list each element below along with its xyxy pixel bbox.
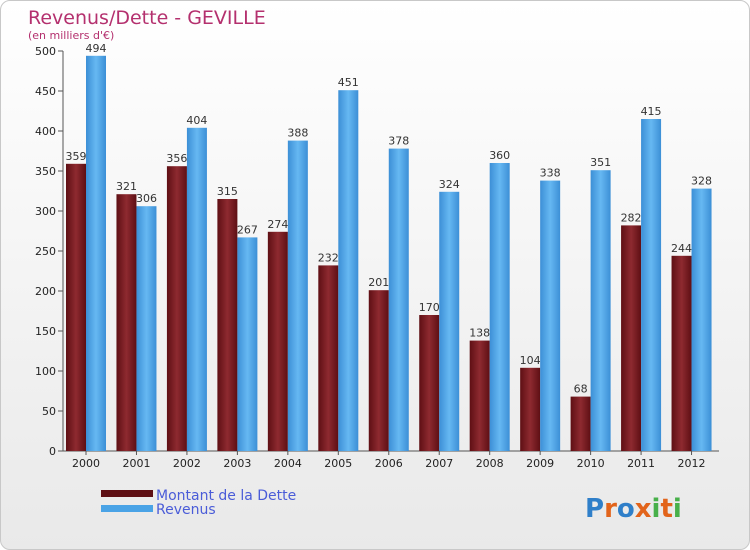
data-label-revenus-2009: 338	[540, 167, 561, 180]
bar-revenus-2011	[641, 119, 662, 451]
x-tick-label: 2000	[72, 457, 100, 470]
x-tick-label: 2007	[425, 457, 453, 470]
bar-debt-2008	[469, 340, 490, 451]
data-label-debt-2012: 244	[671, 242, 692, 255]
legend-swatch-revenus	[101, 505, 153, 512]
y-tick-label: 250	[35, 245, 56, 258]
data-label-revenus-2012: 328	[691, 175, 712, 188]
bar-debt-2007	[419, 315, 440, 451]
y-tick-label: 350	[35, 165, 56, 178]
x-axis: 2000 2001 2002 2003 2004 2005 2006 2007 2008 2009…	[63, 450, 719, 470]
bar-debt-2000	[66, 163, 86, 452]
bar-revenus-2010	[590, 170, 611, 451]
bar-revenus-2001	[136, 206, 157, 451]
legend: Montant de la Dette Revenus	[101, 488, 296, 518]
bar-revenus-2005	[338, 90, 359, 451]
x-tick-label: 2009	[526, 457, 554, 470]
chart-title: Revenus/Dette - GEVILLE	[28, 7, 266, 29]
bar-debt-2002	[166, 166, 187, 451]
x-tick-label: 2005	[324, 457, 352, 470]
bars-group	[66, 55, 712, 452]
data-label-revenus-2002: 404	[186, 114, 207, 127]
logo-letter: P	[585, 494, 604, 524]
bar-debt-2012	[671, 255, 692, 451]
bar-debt-2003	[217, 199, 238, 451]
y-tick-label: 150	[35, 325, 56, 338]
y-tick-label: 50	[42, 405, 56, 418]
logo-letter: x	[635, 494, 652, 524]
x-tick-label: 2001	[122, 457, 150, 470]
x-tick-label: 2004	[274, 457, 302, 470]
legend-label-revenus: Revenus	[156, 502, 216, 518]
x-tick-label: 2011	[627, 457, 655, 470]
bar-debt-2004	[267, 231, 288, 451]
data-label-debt-2001: 321	[116, 180, 137, 193]
bar-debt-2006	[368, 290, 389, 451]
legend-label-debt: Montant de la Dette	[156, 488, 296, 504]
bar-revenus-2009	[540, 180, 561, 451]
data-label-debt-2003: 315	[217, 185, 238, 198]
logo-letter: i	[652, 494, 661, 524]
data-label-debt-2006: 201	[368, 276, 389, 289]
bar-debt-2010	[570, 396, 591, 451]
legend-swatch-debt	[101, 490, 153, 497]
y-tick-label: 500	[35, 45, 56, 58]
bar-revenus-2002	[186, 127, 207, 452]
bar-revenus-2012	[691, 188, 712, 451]
data-label-debt-2010: 68	[574, 383, 588, 396]
data-label-revenus-2007: 324	[439, 178, 460, 191]
data-label-revenus-2000: 494	[86, 42, 107, 55]
y-tick-label: 0	[49, 445, 56, 458]
x-tick-label: 2008	[476, 457, 504, 470]
logo-letter: o	[617, 494, 635, 524]
bar-debt-2011	[621, 225, 642, 451]
data-label-debt-2007: 170	[419, 301, 440, 314]
chart-subtitle: (en milliers d'€)	[28, 29, 114, 42]
y-axis: 0 50 100 150 200 250 300 350 400 450 500	[35, 45, 64, 458]
data-label-revenus-2003: 267	[237, 223, 258, 236]
data-label-debt-2005: 232	[318, 251, 339, 264]
bar-debt-2001	[116, 194, 137, 451]
data-label-revenus-2008: 360	[489, 149, 510, 162]
logo-letter: r	[604, 494, 617, 524]
proxiti-logo: Proxiti	[585, 494, 682, 524]
bar-revenus-2004	[287, 140, 308, 451]
x-tick-label: 2010	[577, 457, 605, 470]
data-label-debt-2011: 282	[621, 211, 642, 224]
bar-revenus-2000	[86, 55, 106, 452]
data-label-revenus-2005: 451	[338, 76, 359, 89]
data-label-debt-2009: 104	[520, 354, 541, 367]
data-label-revenus-2001: 306	[136, 192, 157, 205]
data-label-revenus-2010: 351	[590, 156, 611, 169]
logo-letter: t	[660, 494, 672, 524]
data-label-debt-2000: 359	[66, 150, 87, 163]
x-tick-label: 2002	[173, 457, 201, 470]
y-tick-label: 300	[35, 205, 56, 218]
bar-debt-2005	[318, 265, 339, 451]
bar-revenus-2008	[489, 163, 510, 451]
y-tick-label: 400	[35, 125, 56, 138]
bar-revenus-2006	[388, 148, 409, 451]
x-tick-label: 2012	[678, 457, 706, 470]
data-label-debt-2008: 138	[469, 327, 490, 340]
y-tick-label: 100	[35, 365, 56, 378]
data-label-revenus-2006: 378	[388, 135, 409, 148]
y-tick-label: 200	[35, 285, 56, 298]
bar-revenus-2007	[439, 191, 460, 452]
data-label-debt-2002: 356	[166, 152, 187, 165]
bar-revenus-2003	[237, 237, 258, 451]
data-label-revenus-2011: 415	[641, 105, 662, 118]
y-tick-label: 450	[35, 85, 56, 98]
x-tick-label: 2006	[375, 457, 403, 470]
logo-letter: i	[673, 494, 682, 524]
x-tick-label: 2003	[223, 457, 251, 470]
bar-debt-2009	[520, 367, 541, 451]
data-label-debt-2004: 274	[267, 218, 288, 231]
data-label-revenus-2004: 388	[287, 127, 308, 140]
